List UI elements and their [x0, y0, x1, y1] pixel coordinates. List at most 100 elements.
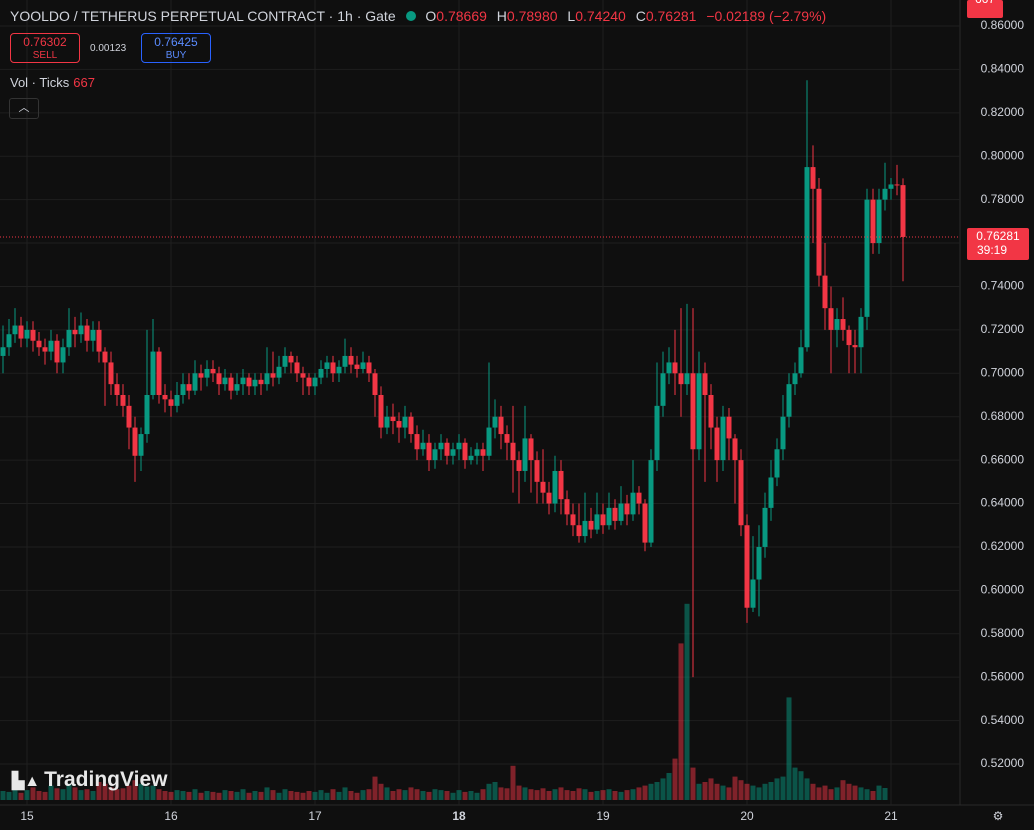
volume-bar [390, 791, 396, 800]
candle-body [696, 373, 702, 450]
volume-bar [132, 780, 138, 800]
volume-bar [666, 773, 672, 800]
volume-bar [204, 791, 210, 800]
candle-body [480, 449, 486, 456]
volume-bar [288, 791, 294, 800]
volume-bar [282, 789, 288, 800]
volume-bar [816, 787, 822, 800]
candle-body [654, 405, 660, 461]
last-price-box [967, 227, 1029, 260]
volume-bar [474, 792, 480, 800]
volume-bar [570, 791, 576, 800]
sell-price: 0.76302 [23, 35, 67, 49]
volume-bar [378, 783, 384, 800]
candle-body [798, 347, 804, 374]
candle-body [840, 319, 846, 330]
candle-body [486, 427, 492, 456]
close-value: 0.76281 [645, 8, 697, 24]
candle-body [642, 503, 648, 543]
y-tick-label: 0.68000 [981, 409, 1025, 423]
volume-bar [630, 789, 636, 800]
candle-body [648, 460, 654, 543]
volume-bar [828, 789, 834, 800]
volume-bar [702, 782, 708, 800]
candle-body [204, 368, 210, 378]
candle-body [6, 334, 12, 348]
candle-body [18, 325, 24, 339]
volume-bar [882, 787, 888, 800]
candle-body [744, 525, 750, 608]
volume-bar [780, 776, 786, 800]
candle-body [336, 366, 342, 374]
volume-bar [36, 791, 42, 800]
candle-body [456, 442, 462, 450]
volume-bar [708, 778, 714, 800]
low-value: 0.74240 [575, 8, 626, 24]
candle-body [618, 503, 624, 521]
volume-bar [876, 785, 882, 800]
candle-body [606, 507, 612, 526]
volume-bar [588, 791, 594, 800]
candle-body [882, 188, 888, 200]
y-tick-label: 0.74000 [981, 279, 1025, 293]
volume-bar [198, 792, 204, 800]
volume-bar [228, 791, 234, 800]
candle-body [786, 384, 792, 417]
volume-bar [216, 792, 222, 800]
y-tick-label: 0.70000 [981, 365, 1025, 379]
candle-body [384, 416, 390, 428]
volume-bar [798, 771, 804, 800]
candle-body [666, 362, 672, 374]
candle-body [582, 520, 588, 537]
candle-body [738, 460, 744, 526]
volume-bar [522, 787, 528, 800]
candle-body [342, 355, 348, 367]
collapse-button[interactable]: ︿ [9, 98, 39, 119]
x-tick-label: 17 [308, 809, 322, 823]
candle-body [714, 427, 720, 461]
candle-body [492, 416, 498, 428]
volume-bar [684, 603, 690, 800]
volume-bar [606, 789, 612, 800]
volume-bar [540, 788, 546, 800]
candle-body [150, 351, 156, 395]
sell-button[interactable]: 0.76302 SELL [10, 33, 80, 63]
y-tick-label: 0.66000 [981, 452, 1025, 466]
candle-body [600, 514, 606, 526]
volume-bar [330, 789, 336, 800]
candle-body [0, 347, 6, 356]
countdown: 39:19 [977, 243, 1007, 257]
y-tick-label: 0.64000 [981, 496, 1025, 510]
volume-legend: Vol · Ticks 667 [10, 75, 95, 90]
y-tick-label: 0.72000 [981, 322, 1025, 336]
candle-body [444, 442, 450, 456]
y-tick-label: 0.52000 [981, 756, 1025, 770]
volume-bar [624, 790, 630, 800]
y-tick-label: 0.54000 [981, 713, 1025, 727]
volume-bar [732, 776, 738, 800]
candle-body [540, 481, 546, 493]
volume-bar [636, 787, 642, 800]
candle-body [558, 470, 564, 500]
candle-body [822, 275, 828, 309]
header: YOOLDO / TETHERUS PERPETUAL CONTRACT · 1… [10, 8, 826, 24]
volume-bar [114, 789, 120, 800]
candle-body [198, 373, 204, 378]
volume-bar [102, 783, 108, 800]
candle-body [414, 434, 420, 450]
candle-body [210, 368, 216, 374]
candle-body [720, 416, 726, 461]
settings-icon: ⚙ [993, 809, 1004, 823]
volume-bar [162, 791, 168, 800]
volume-bar [48, 785, 54, 800]
change: −0.02189 (−2.79%) [706, 8, 827, 24]
volume-bar [246, 792, 252, 800]
volume-bar [576, 788, 582, 800]
candle-body [636, 492, 642, 504]
candle-body [870, 199, 876, 244]
candle-body [162, 395, 168, 400]
volume-bar [762, 783, 768, 800]
buy-button[interactable]: 0.76425 BUY [141, 33, 211, 63]
candle-body [276, 366, 282, 378]
volume-bar [234, 791, 240, 800]
